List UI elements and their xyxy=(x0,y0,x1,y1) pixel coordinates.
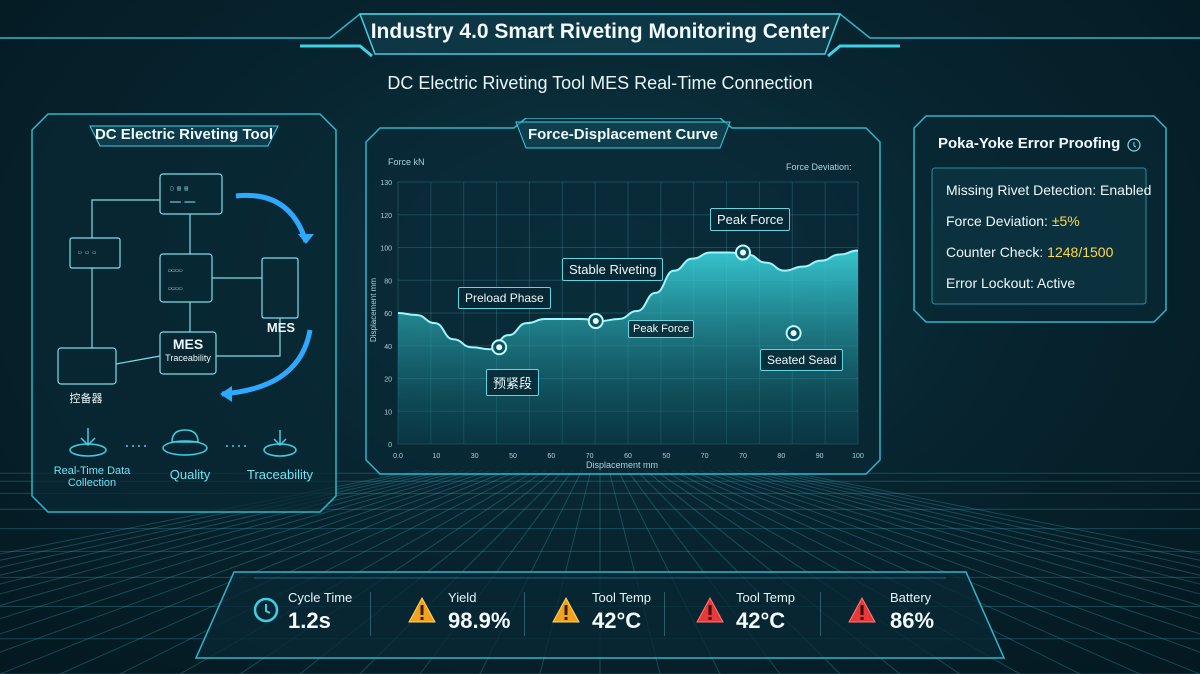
chart-series-line xyxy=(397,249,859,351)
chart-x-tick-label: 50 xyxy=(509,453,517,460)
bottom-item-data-collection: Real-Time Data Collection xyxy=(53,465,131,489)
rule-missing-rivet: Missing Rivet Detection: Enabled xyxy=(946,182,1152,198)
annotation-peak-force-mid: Peak Force xyxy=(628,320,695,338)
metric-label: Tool Temp xyxy=(592,590,652,605)
right-panel-frame xyxy=(913,115,1167,323)
chart-x-tick-label: 10 xyxy=(432,453,440,460)
chart-deviation-caption: Force Deviation: xyxy=(786,162,852,172)
chart-y-tick-label: 0 xyxy=(388,442,392,449)
sync-arrow-top xyxy=(235,192,309,243)
chart-y-tick-label: 60 xyxy=(384,311,392,318)
bottom-item-traceability: Traceability xyxy=(247,467,313,482)
rule-counter-check: Counter Check: 1248/1500 xyxy=(946,244,1114,260)
chart-marker-core xyxy=(740,249,746,256)
rule-error-lockout: Error Lockout: Active xyxy=(946,275,1076,291)
svg-text:▭▭▭▭: ▭▭▭▭ xyxy=(168,285,183,292)
page-title: Industry 4.0 Smart Riveting Monitoring C… xyxy=(370,20,830,43)
metrics-bar-frame xyxy=(194,571,1006,659)
clock-icon xyxy=(253,597,279,623)
title-frame xyxy=(0,13,1200,58)
metric-divider xyxy=(524,592,525,636)
chart-x-tick-label: 100 xyxy=(852,453,864,460)
controller-box xyxy=(159,173,223,215)
warning-icon xyxy=(696,596,724,623)
diagram-gateway-label: 控备器 xyxy=(69,393,103,405)
chart-marker-core xyxy=(496,344,503,351)
chart-y-tick-label: 120 xyxy=(380,213,392,220)
storage-unit xyxy=(159,253,213,303)
annotation-peak-force-top: Peak Force xyxy=(710,208,791,231)
pc-monitor xyxy=(69,237,121,269)
annotation-seated: Seated Sead xyxy=(760,349,844,371)
right-panel-title: Poka-Yoke Error Proofing xyxy=(938,135,1121,152)
chart-marker-core xyxy=(790,330,797,337)
annotation-preload-cn: 预紧段 xyxy=(486,369,540,396)
diagram-server-label: MES xyxy=(266,320,296,335)
system-diagram: ▢ ▤ ▤ ═══ ═══ ▭ ▭ ▭ ▭▭▭▭ ▭▭▭▭ xyxy=(57,173,314,402)
chart-x-tick-label: 70 xyxy=(701,453,709,460)
server-rack xyxy=(261,257,299,319)
metric-divider xyxy=(664,592,665,636)
diagram-mes-sublabel: Traceability xyxy=(165,353,211,363)
chart-y-tick-label: 80 xyxy=(384,278,392,285)
chart-x-tick-label: 0.0 xyxy=(393,453,403,460)
chart-y-axis-label: Displacement mm xyxy=(369,278,378,342)
left-bottom-icons xyxy=(69,428,297,457)
chart-y-tick-label: 130 xyxy=(380,180,392,187)
chart-y-caption: Force kN xyxy=(388,157,425,167)
bottom-item-quality: Quality xyxy=(169,467,211,482)
metric-divider xyxy=(370,592,371,636)
annotation-preload-phase: Preload Phase xyxy=(458,287,551,309)
chart-y-tick-label: 10 xyxy=(384,409,392,416)
info-icon xyxy=(1127,138,1141,152)
chart-x-tick-label: 30 xyxy=(471,453,479,460)
metric-label: Yield xyxy=(448,590,477,605)
chart-y-tick-label: 40 xyxy=(384,344,392,351)
chart-x-tick-label: 90 xyxy=(816,453,824,460)
gateway-box xyxy=(57,347,117,385)
mes-box xyxy=(159,331,217,375)
annotation-stable-riveting: Stable Riveting xyxy=(562,258,664,281)
left-panel-title: DC Electric Riveting Tool xyxy=(94,126,274,143)
chart-x-tick-label: 70 xyxy=(739,453,747,460)
chart-panel-title: Force-Displacement Curve xyxy=(527,126,719,143)
rule-force-deviation: Force Deviation: ±5% xyxy=(946,213,1080,229)
force-displacement-chart: 0 10 20 40 60 80 100 120 130 0.0 10 30 50 60 70 60 50 70… xyxy=(369,180,864,470)
svg-text:═══ ═══: ═══ ═══ xyxy=(169,199,196,206)
warning-icon xyxy=(408,596,436,623)
chart-x-tick-label: 80 xyxy=(777,453,785,460)
chart-y-tick-label: 20 xyxy=(384,377,392,384)
metric-label: Cycle Time xyxy=(288,590,353,605)
metric-value: 42°C xyxy=(592,608,642,633)
svg-text:▢ ▤ ▤: ▢ ▤ ▤ xyxy=(170,185,188,192)
warning-icon xyxy=(848,596,876,623)
sync-arrow-bottom xyxy=(221,329,313,397)
chart-marker-core xyxy=(592,318,599,325)
svg-text:▭▭▭▭: ▭▭▭▭ xyxy=(168,267,183,274)
metric-value: 42°C xyxy=(736,608,786,633)
chart-x-tick-label: 70 xyxy=(586,453,594,460)
diagram-mes-label: MES xyxy=(172,336,204,352)
chart-x-tick-label: 50 xyxy=(662,453,670,460)
warning-icon xyxy=(552,596,580,623)
left-panel-frame xyxy=(31,113,337,513)
metric-value: 98.9% xyxy=(448,608,511,633)
metric-value: 86% xyxy=(890,608,935,633)
metric-divider xyxy=(820,592,821,636)
chart-y-tick-label: 100 xyxy=(380,246,392,253)
chart-x-axis-label: Displacement mm xyxy=(586,460,658,470)
metric-label: Battery xyxy=(890,590,932,605)
metric-value: 1.2s xyxy=(288,608,331,633)
page-subtitle: DC Electric Riveting Tool MES Real-Time … xyxy=(387,73,813,93)
chart-x-tick-label: 60 xyxy=(624,453,632,460)
svg-text:▭ ▭ ▭: ▭ ▭ ▭ xyxy=(78,249,96,256)
metric-label: Tool Temp xyxy=(736,590,796,605)
chart-x-tick-label: 60 xyxy=(547,453,555,460)
